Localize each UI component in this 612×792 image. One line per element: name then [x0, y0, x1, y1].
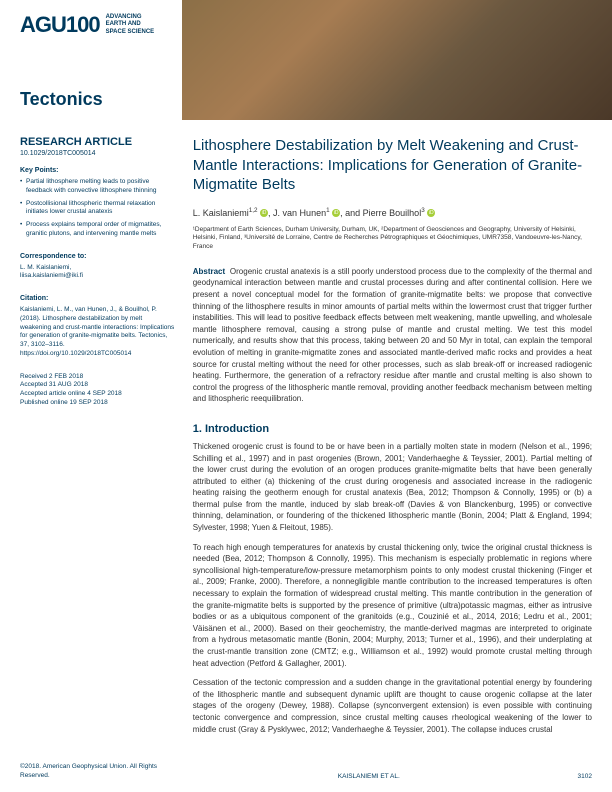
correspondence-heading: Correspondence to:: [20, 253, 175, 260]
sidebar: RESEARCH ARTICLE 10.1029/2018TC005014 Ke…: [20, 136, 175, 743]
page-footer: ©2018. American Geophysical Union. All R…: [20, 763, 592, 780]
journal-name: Tectonics: [20, 89, 103, 110]
copyright-text: ©2018. American Geophysical Union. All R…: [20, 763, 160, 780]
abstract-text: Orogenic crustal anatexis is a still poo…: [193, 267, 592, 404]
abstract-label: Abstract: [193, 267, 225, 276]
body-paragraph: To reach high enough temperatures for an…: [193, 542, 592, 670]
main-column: Lithosphere Destabilization by Melt Weak…: [193, 136, 592, 743]
received-date: Received 2 FEB 2018: [20, 373, 175, 382]
page-number: 3102: [578, 773, 592, 780]
author-affil-sup: 1: [326, 207, 330, 214]
correspondence-name: L. M. Kaislaniemi,: [20, 264, 175, 273]
correspondence-section: Correspondence to: L. M. Kaislaniemi, li…: [20, 253, 175, 282]
accepted-date: Accepted 31 AUG 2018: [20, 381, 175, 390]
main-content: RESEARCH ARTICLE 10.1029/2018TC005014 Ke…: [0, 120, 612, 759]
accepted-online-date: Accepted article online 4 SEP 2018: [20, 390, 175, 399]
body-paragraph: Cessation of the tectonic compression an…: [193, 677, 592, 735]
page-header: AGU100 ADVANCING EARTH AND SPACE SCIENCE…: [0, 0, 612, 120]
affiliations: ¹Department of Earth Sciences, Durham Un…: [193, 226, 592, 252]
author-name: Pierre Bouilhol: [363, 208, 422, 218]
keypoints-heading: Key Points:: [20, 167, 175, 174]
author-name: J. van Hunen: [273, 208, 326, 218]
publisher-logo: AGU100 ADVANCING EARTH AND SPACE SCIENCE: [20, 12, 154, 38]
citation-text: Kaislaniemi, L. M., van Hunen, J., & Bou…: [20, 306, 175, 359]
authors-line: L. Kaislaniemi1,2 iD, J. van Hunen1 iD, …: [193, 207, 592, 218]
keypoints-section: Key Points: Partial lithosphere melting …: [20, 167, 175, 239]
keypoint: Process explains temporal order of migma…: [20, 221, 175, 239]
body-paragraph: Thickened orogenic crust is found to be …: [193, 441, 592, 534]
dates-section: Received 2 FEB 2018 Accepted 31 AUG 2018…: [20, 373, 175, 408]
published-date: Published online 19 SEP 2018: [20, 399, 175, 408]
logo-text: AGU100: [20, 12, 100, 38]
section-heading: 1. Introduction: [193, 423, 592, 435]
article-title: Lithosphere Destabilization by Melt Weak…: [193, 136, 592, 195]
author-affil-sup: 3: [421, 207, 425, 214]
doi: 10.1029/2018TC005014: [20, 150, 175, 157]
author-name: L. Kaislaniemi: [193, 208, 249, 218]
header-banner-image: [182, 0, 612, 120]
abstract: Abstract Orogenic crustal anatexis is a …: [193, 266, 592, 405]
author-affil-sup: 1,2: [249, 207, 258, 214]
logo-subtitle: ADVANCING EARTH AND SPACE SCIENCE: [106, 14, 155, 36]
correspondence-email: liisa.kaislaniemi@iki.fi: [20, 272, 175, 281]
orcid-icon: iD: [332, 209, 340, 217]
orcid-icon: iD: [260, 209, 268, 217]
keypoint: Partial lithosphere melting leads to pos…: [20, 178, 175, 196]
orcid-icon: iD: [427, 209, 435, 217]
keypoint: Postcollisional lithospheric thermal rel…: [20, 200, 175, 218]
footer-authors: KAISLANIEMI ET AL.: [338, 773, 400, 780]
citation-section: Citation: Kaislaniemi, L. M., van Hunen,…: [20, 295, 175, 359]
citation-heading: Citation:: [20, 295, 175, 302]
article-type: RESEARCH ARTICLE: [20, 136, 175, 148]
keypoints-list: Partial lithosphere melting leads to pos…: [20, 178, 175, 239]
